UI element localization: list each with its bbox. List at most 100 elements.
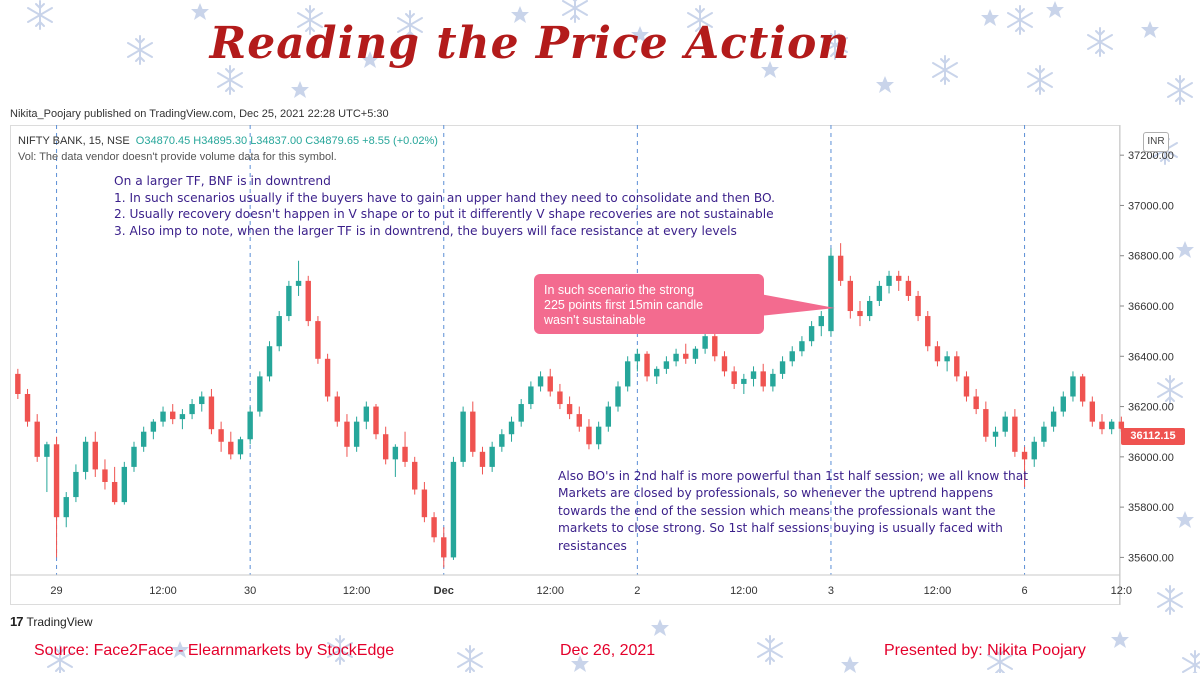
candle-body bbox=[644, 353, 650, 377]
candle-body bbox=[973, 396, 979, 410]
footer-source: Source: Face2Face - Elearnmarkets by Sto… bbox=[34, 642, 395, 659]
x-tick-label: 6 bbox=[1021, 585, 1027, 597]
y-tick-label: 35800.00 bbox=[1128, 502, 1174, 514]
tradingview-icon: 17 bbox=[10, 614, 24, 629]
candle-body bbox=[140, 431, 147, 447]
candle-body bbox=[199, 396, 205, 405]
candle-body bbox=[1118, 421, 1125, 429]
candle-body bbox=[721, 356, 728, 372]
candle-body bbox=[770, 373, 776, 387]
y-tick-label: 36200.00 bbox=[1128, 402, 1174, 414]
candle-body bbox=[634, 353, 641, 362]
candle-body bbox=[1060, 396, 1066, 412]
candle-body bbox=[402, 446, 408, 462]
candle-body bbox=[557, 391, 563, 405]
currency-button[interactable]: INR bbox=[1143, 132, 1169, 152]
y-tick-label: 37200.00 bbox=[1128, 150, 1174, 162]
high-value: H34895.30 bbox=[193, 135, 248, 147]
candle-body bbox=[808, 326, 815, 342]
candle-body bbox=[1021, 451, 1028, 460]
candle-body bbox=[702, 336, 708, 349]
candle-body bbox=[963, 376, 970, 397]
candle-body bbox=[779, 361, 786, 374]
candle-body bbox=[983, 409, 989, 437]
slide-title: Reading the Price Action bbox=[209, 18, 851, 69]
candle-body bbox=[712, 336, 718, 357]
candle-body bbox=[992, 431, 999, 437]
candle-body bbox=[237, 439, 244, 455]
low-value: L34837.00 bbox=[250, 135, 303, 147]
candle-body bbox=[837, 255, 844, 281]
candlestick-chart[interactable]: 37200.00 37000.00 36800.00 36600.00 36400.00… bbox=[10, 125, 1190, 605]
candle-body bbox=[576, 414, 582, 427]
candle-body bbox=[441, 537, 447, 558]
volume-note: Vol: The data vendor doesn't provide vol… bbox=[18, 151, 337, 163]
candle-body bbox=[750, 371, 757, 379]
candle-body bbox=[189, 404, 195, 415]
candle-body bbox=[847, 280, 854, 312]
candle-body bbox=[305, 280, 311, 322]
publisher-line: Nikita_Poojary published on TradingView.… bbox=[10, 108, 389, 120]
x-tick-label: 12:00 bbox=[536, 585, 564, 597]
candle-body bbox=[160, 411, 166, 422]
annotation-line: 3. Also imp to note, when the larger TF … bbox=[114, 223, 737, 238]
candle-body bbox=[92, 441, 98, 470]
change-value: +8.55 (+0.02%) bbox=[362, 135, 438, 147]
x-tick-label: 12:00 bbox=[343, 585, 371, 597]
footer-presenter: Presented by: Nikita Poojary bbox=[884, 642, 1086, 659]
callout-line: 225 points first 15min candle bbox=[544, 298, 704, 312]
candle-body bbox=[692, 348, 699, 359]
main-annotation: On a larger TF, BNF is in downtrend 1. I… bbox=[114, 173, 775, 239]
ohlc-legend: NIFTY BANK, 15, NSE O34870.45 H34895.30 … bbox=[18, 135, 438, 147]
callout-pointer bbox=[760, 294, 835, 316]
candle-body bbox=[295, 280, 302, 286]
candle-body bbox=[595, 426, 602, 445]
candle-body bbox=[363, 406, 370, 422]
close-value: C34879.65 bbox=[305, 135, 360, 147]
candle-body bbox=[799, 341, 805, 352]
candle-body bbox=[731, 371, 737, 384]
candle-body bbox=[876, 285, 883, 301]
candle-body bbox=[121, 466, 128, 503]
candle-body bbox=[489, 446, 495, 467]
callout-line: wasn't sustainable bbox=[544, 313, 646, 327]
candle-body bbox=[392, 446, 399, 460]
x-tick-label: 12:00 bbox=[149, 585, 177, 597]
candle-body bbox=[111, 481, 118, 503]
tradingview-logo[interactable]: 17 TradingView bbox=[10, 614, 93, 629]
candle-body bbox=[944, 356, 950, 362]
candle-body bbox=[470, 411, 476, 452]
candle-body bbox=[1079, 376, 1086, 402]
candle-body bbox=[179, 414, 186, 420]
y-tick-label: 36000.00 bbox=[1128, 452, 1174, 464]
x-tick-label: 12:00 bbox=[730, 585, 758, 597]
candle-body bbox=[150, 421, 157, 432]
candle-body bbox=[925, 316, 931, 347]
footer-date: Dec 26, 2021 bbox=[560, 642, 656, 659]
candle-body bbox=[624, 361, 631, 387]
candle-body bbox=[528, 386, 534, 405]
candle-body bbox=[334, 396, 340, 422]
candle-body bbox=[954, 356, 960, 377]
callout-box: In such scenario the strong 225 points f… bbox=[534, 274, 764, 334]
candle-body bbox=[1099, 421, 1105, 430]
candle-body bbox=[905, 280, 912, 296]
annotation-line: 1. In such scenarios usually if the buye… bbox=[114, 190, 775, 205]
callout-line: In such scenario the strong bbox=[544, 283, 695, 297]
candle-body bbox=[324, 358, 331, 397]
candle-body bbox=[886, 275, 892, 286]
candle-body bbox=[286, 285, 292, 317]
candle-body bbox=[896, 275, 902, 281]
candle-body bbox=[547, 376, 553, 392]
tradingview-label: TradingView bbox=[26, 614, 93, 629]
candle-body bbox=[1031, 441, 1037, 460]
candle-body bbox=[1012, 416, 1018, 452]
candle-body bbox=[344, 421, 350, 447]
candle-body bbox=[1089, 401, 1096, 422]
candle-body bbox=[615, 386, 621, 407]
candle-body bbox=[518, 404, 524, 422]
candle-body bbox=[450, 461, 457, 558]
candle-body bbox=[915, 295, 921, 317]
candle-body bbox=[266, 346, 273, 377]
candle-body bbox=[934, 346, 941, 362]
